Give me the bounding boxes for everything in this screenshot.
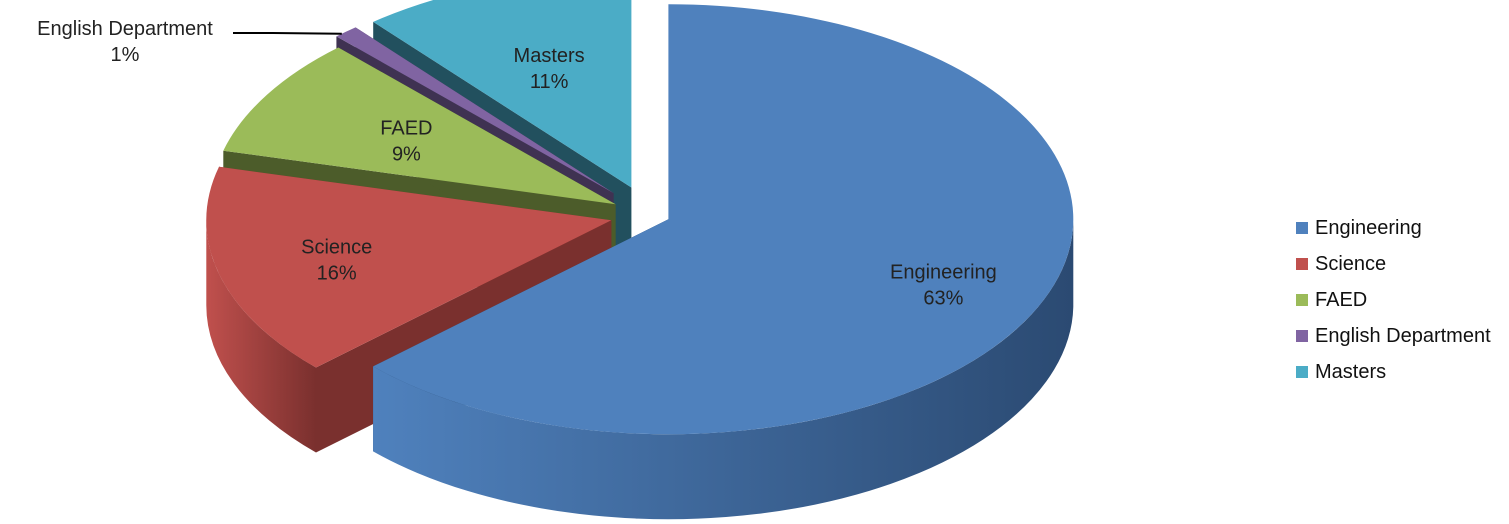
data-label-name-english-department: English Department (37, 18, 213, 40)
data-label-pct-english-department: 1% (111, 44, 140, 66)
legend-label-engineering: Engineering (1315, 216, 1422, 239)
data-label-pct-masters: 11% (530, 71, 569, 93)
legend-swatch-engineering (1296, 222, 1308, 234)
chart-legend: Engineering Science FAED English Departm… (1296, 210, 1509, 390)
data-label-name-faed: FAED (380, 118, 432, 140)
slice-english-department (336, 27, 614, 194)
legend-item-masters: Masters (1296, 354, 1509, 390)
legend-label-masters: Masters (1315, 360, 1387, 383)
legend-label-science: Science (1315, 252, 1387, 275)
legend-swatch-science (1296, 258, 1308, 270)
slice-faed (223, 47, 616, 205)
legend-item-english-department: English Department (1296, 318, 1509, 354)
legend-item-science: Science (1296, 246, 1509, 282)
data-label-name-engineering: Engineering (890, 261, 997, 283)
slice-masters (373, 0, 632, 188)
legend-swatch-faed (1296, 294, 1308, 306)
legend-item-faed: FAED (1296, 282, 1509, 318)
slice-side-engineering (373, 221, 1074, 520)
slice-science (206, 166, 612, 368)
legend-swatch-english-department (1296, 330, 1308, 342)
data-label-name-science: Science (301, 237, 372, 259)
legend-item-engineering: Engineering (1296, 210, 1509, 246)
data-label-pct-science: 16% (317, 263, 357, 285)
slice-engineering (373, 4, 1074, 435)
leader-line-english-department (233, 32, 342, 35)
legend-label-faed: FAED (1315, 288, 1368, 311)
data-label-pct-engineering: 63% (923, 287, 963, 309)
data-label-pct-faed: 9% (392, 144, 421, 166)
legend-swatch-masters (1296, 366, 1308, 378)
legend-label-english-department: English Department (1315, 324, 1491, 347)
slice-side-science (206, 220, 316, 453)
data-label-name-masters: Masters (514, 45, 585, 67)
